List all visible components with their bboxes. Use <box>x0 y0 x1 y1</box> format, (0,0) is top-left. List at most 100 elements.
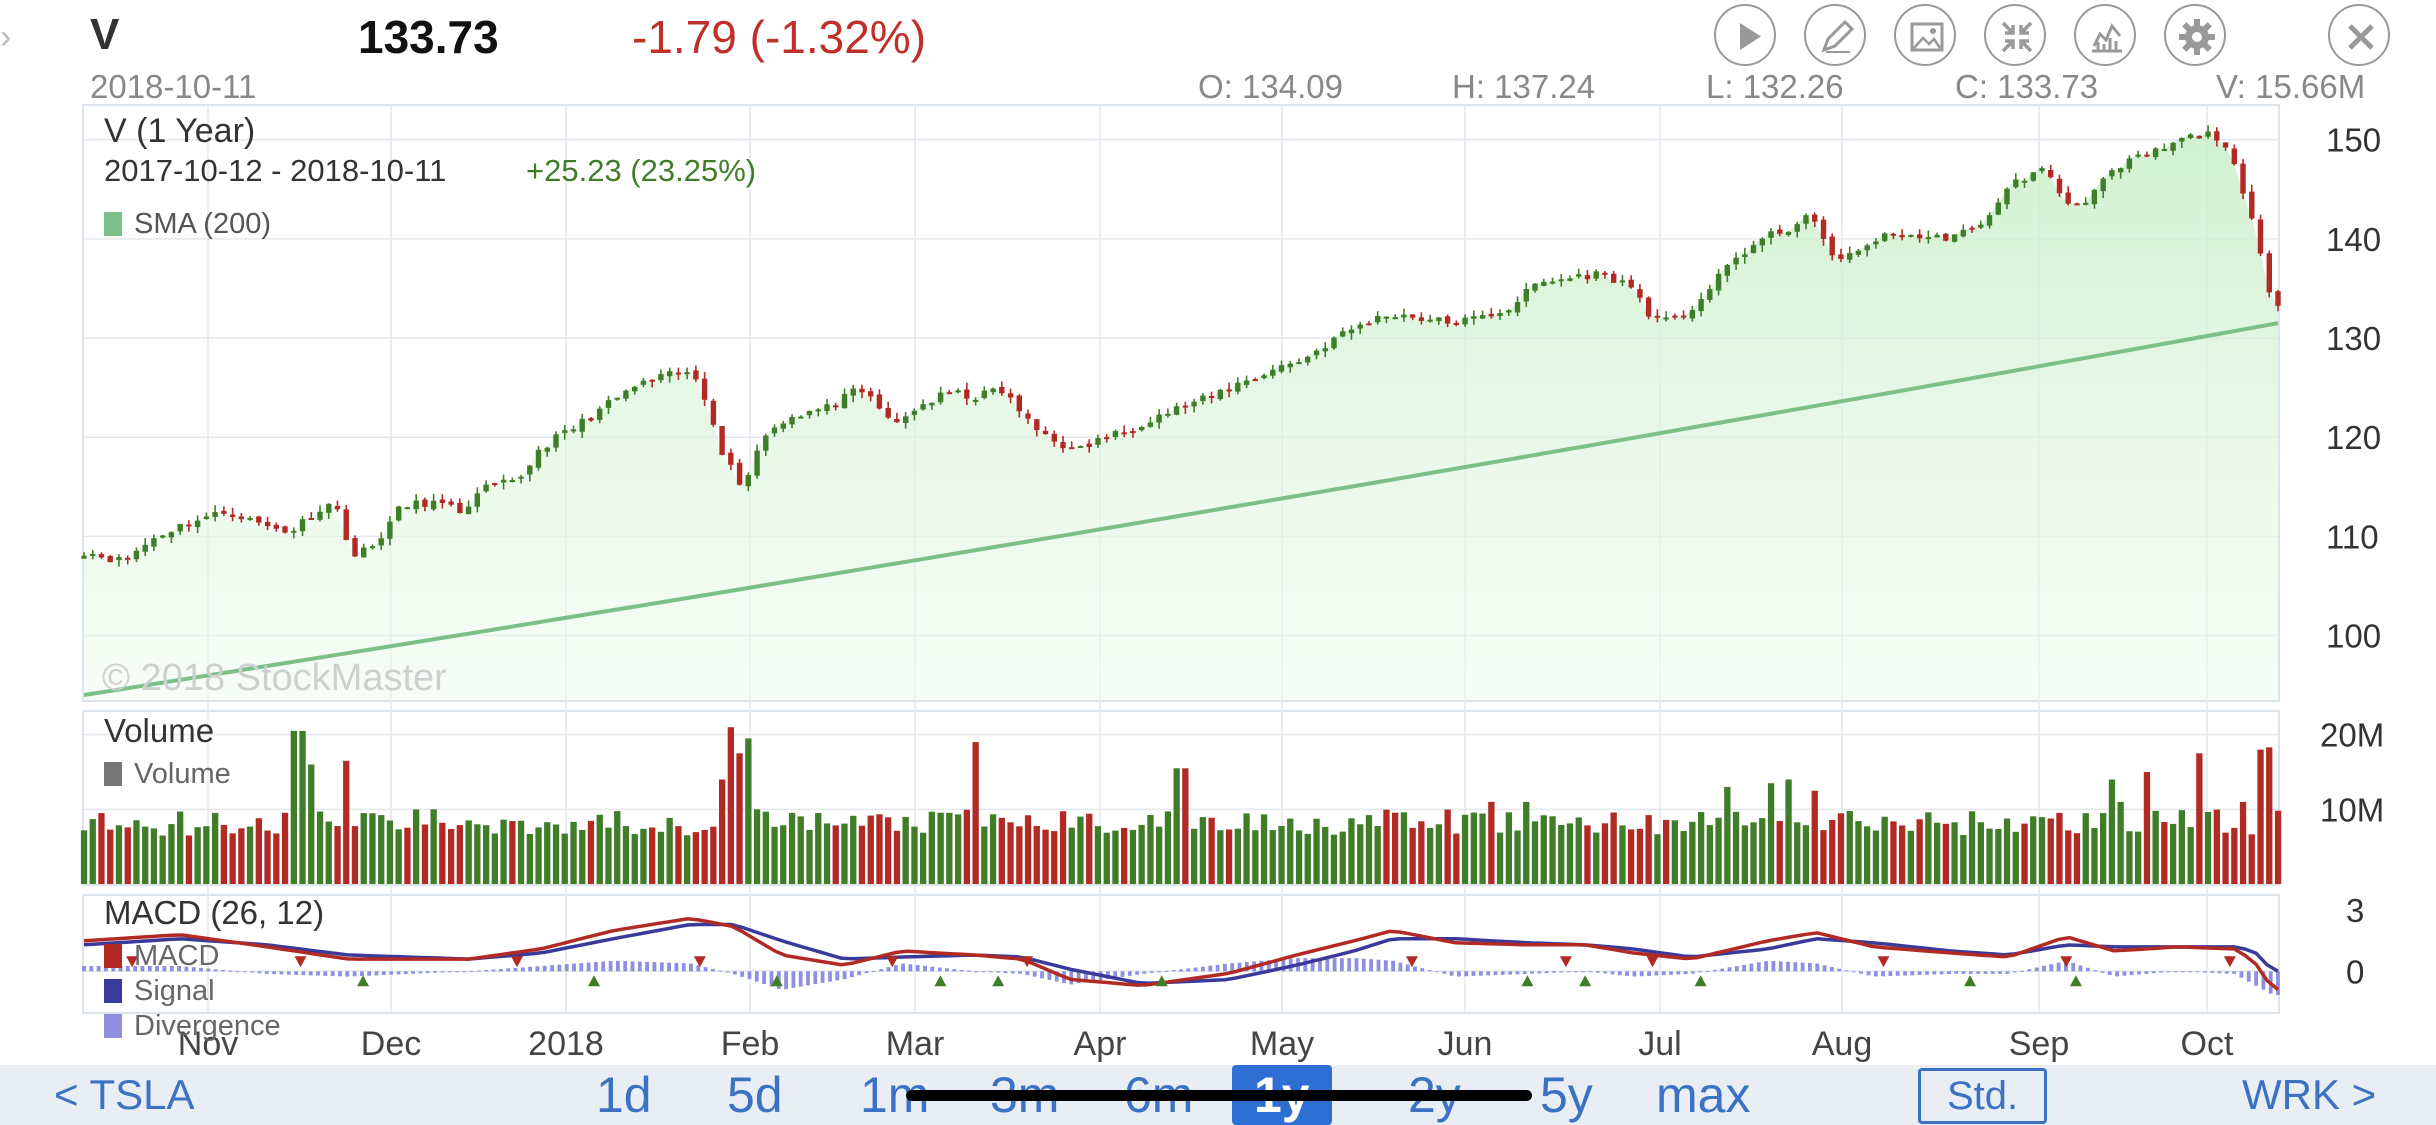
volume-bar <box>963 809 970 884</box>
volume-bar <box>1365 815 1373 884</box>
candle-body <box>2039 168 2045 172</box>
candle <box>1366 321 1372 326</box>
divergence-bar <box>111 966 116 972</box>
candle-body <box>177 523 183 532</box>
close-icon[interactable] <box>2328 4 2390 66</box>
candle-body <box>920 404 926 410</box>
prev-symbol-link[interactable]: < TSLA <box>54 1071 195 1118</box>
candle <box>1943 232 1949 242</box>
candle-body <box>2275 291 2281 306</box>
play-icon[interactable] <box>1714 4 1776 66</box>
candle-body <box>2222 142 2229 148</box>
candle <box>1506 309 1512 316</box>
candle-body <box>1497 313 1503 316</box>
divergence-bar <box>806 971 810 986</box>
candle-body <box>378 538 384 546</box>
candle <box>1479 310 1486 320</box>
gear-icon[interactable] <box>2164 4 2226 66</box>
volume-bar <box>1925 812 1932 884</box>
macd-panel[interactable] <box>82 894 2280 1014</box>
sell-marker <box>294 956 307 968</box>
candle-body <box>186 524 192 527</box>
candle <box>815 408 821 417</box>
candle-body <box>2196 135 2202 139</box>
volume-bar <box>325 821 332 884</box>
volume-bar <box>1461 814 1469 884</box>
pencil-icon[interactable] <box>1804 4 1866 66</box>
range-1d[interactable]: 1d <box>596 1067 652 1123</box>
volume-bar <box>780 825 787 884</box>
candle <box>667 367 673 383</box>
divergence-bar <box>2042 965 2046 972</box>
chart-style-icon[interactable] <box>2074 4 2136 66</box>
divergence-bar <box>2093 970 2098 972</box>
volume-bar <box>806 829 813 884</box>
range-5d[interactable]: 5d <box>727 1067 783 1123</box>
divergence-bar <box>1793 962 1798 972</box>
buy-marker <box>992 975 1005 987</box>
candle-body <box>1217 389 1223 400</box>
candle <box>1077 445 1084 449</box>
divergence-bar <box>96 966 101 972</box>
compress-icon[interactable] <box>1984 4 2046 66</box>
divergence-bar <box>601 961 606 972</box>
volume-bar <box>657 831 665 884</box>
next-symbol-link[interactable]: WRK > <box>2242 1071 2377 1118</box>
macd-line <box>83 917 2280 991</box>
volume-panel[interactable] <box>82 710 2280 886</box>
candle-body <box>885 408 891 418</box>
volume-bar <box>1208 817 1215 884</box>
volume-bar <box>552 824 560 884</box>
image-icon[interactable] <box>1894 4 1956 66</box>
divergence-bar <box>754 971 759 982</box>
candle <box>98 552 105 559</box>
candle <box>1672 313 1678 320</box>
volume-bar <box>1645 815 1652 884</box>
volume-bar <box>1488 801 1495 884</box>
volume-bar <box>1986 828 1993 884</box>
divergence-bar <box>1544 971 1549 974</box>
macd-legend-divergence: Divergence <box>104 1010 281 1043</box>
volume-bar <box>2117 801 2124 884</box>
volume-bar <box>2143 772 2151 884</box>
divergence-bar <box>1720 968 1725 972</box>
candle <box>177 523 183 535</box>
volume-bar <box>2248 834 2255 884</box>
candle <box>1611 270 1617 284</box>
range-5y[interactable]: 5y <box>1540 1067 1593 1123</box>
x-tick-label: Mar <box>886 1025 945 1063</box>
candle-body <box>2056 178 2063 194</box>
volume-bar <box>1164 811 1172 884</box>
divergence-bar <box>1895 971 1900 976</box>
volume-bar <box>1610 812 1617 884</box>
chart-mode-button[interactable]: Std. <box>1918 1068 2048 1124</box>
volume-bar <box>474 824 481 884</box>
candle-body <box>2152 148 2159 158</box>
volume-bar <box>1033 826 1040 884</box>
volume-bars <box>80 727 2282 884</box>
candle <box>2249 184 2255 220</box>
candle <box>334 500 341 512</box>
candle <box>264 516 271 531</box>
volume-bar <box>1418 821 1425 884</box>
back-chevron-icon[interactable]: › <box>0 18 12 56</box>
candle <box>1243 375 1250 389</box>
x-tick-label: 2018 <box>528 1025 604 1063</box>
candle <box>1916 229 1923 243</box>
volume-bar <box>1680 831 1687 884</box>
divergence-bar <box>2144 971 2149 974</box>
candle-body <box>1969 227 1975 230</box>
volume-bar <box>2204 812 2212 884</box>
candle <box>1654 309 1661 323</box>
divergence-bar <box>2239 971 2244 978</box>
range-max[interactable]: max <box>1656 1067 1751 1123</box>
candle <box>1156 409 1162 429</box>
candle <box>1060 435 1066 453</box>
candle <box>789 414 795 429</box>
candle <box>1960 224 1966 238</box>
divergence-bar <box>2276 971 2280 996</box>
open-value: O: 134.09 <box>1198 68 1343 105</box>
divergence-bar <box>1749 963 1754 972</box>
divergence-bar <box>1223 963 1227 972</box>
divergence-bar <box>1464 971 1469 977</box>
